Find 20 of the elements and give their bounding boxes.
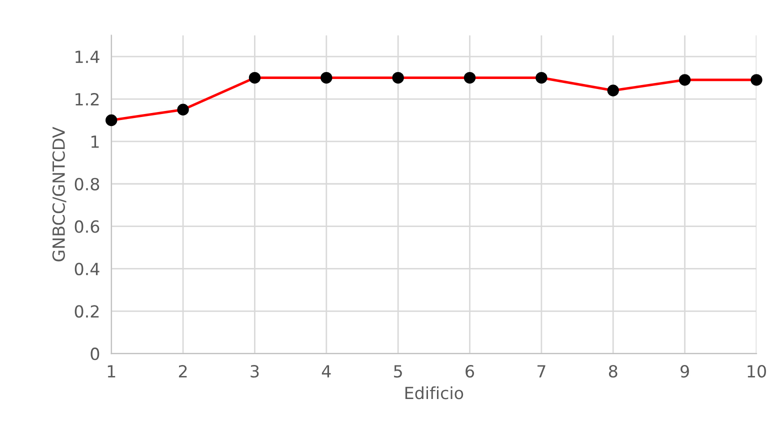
y-tick-label: 1 — [91, 136, 99, 148]
x-tick-label: 4 — [322, 365, 331, 378]
x-tick-label: 8 — [608, 365, 618, 378]
y-tick-label: 1.2 — [76, 92, 99, 106]
x-tick-label: 7 — [538, 365, 546, 378]
x-tick-label: 10 — [748, 365, 766, 378]
y-tick-label: 0.2 — [74, 305, 99, 318]
y-tick-label: 0.6 — [74, 220, 100, 233]
x-tick-label: 6 — [466, 365, 474, 378]
y-tick-label: 0 — [90, 348, 100, 360]
y-tick-label: 0.8 — [74, 178, 100, 190]
x-axis-title: Edificio — [405, 386, 464, 400]
x-tick-label: 1 — [108, 365, 116, 378]
x-tick-label: 2 — [178, 365, 187, 378]
x-tick-label: 9 — [680, 365, 689, 378]
x-tick-label: 3 — [250, 365, 259, 378]
y-tick-label: 1.4 — [76, 50, 100, 63]
y-tick-label: 0.4 — [74, 262, 100, 276]
x-tick-label: 5 — [394, 365, 402, 378]
y-axis-title: GNBCC/GNTCDV — [52, 126, 66, 262]
